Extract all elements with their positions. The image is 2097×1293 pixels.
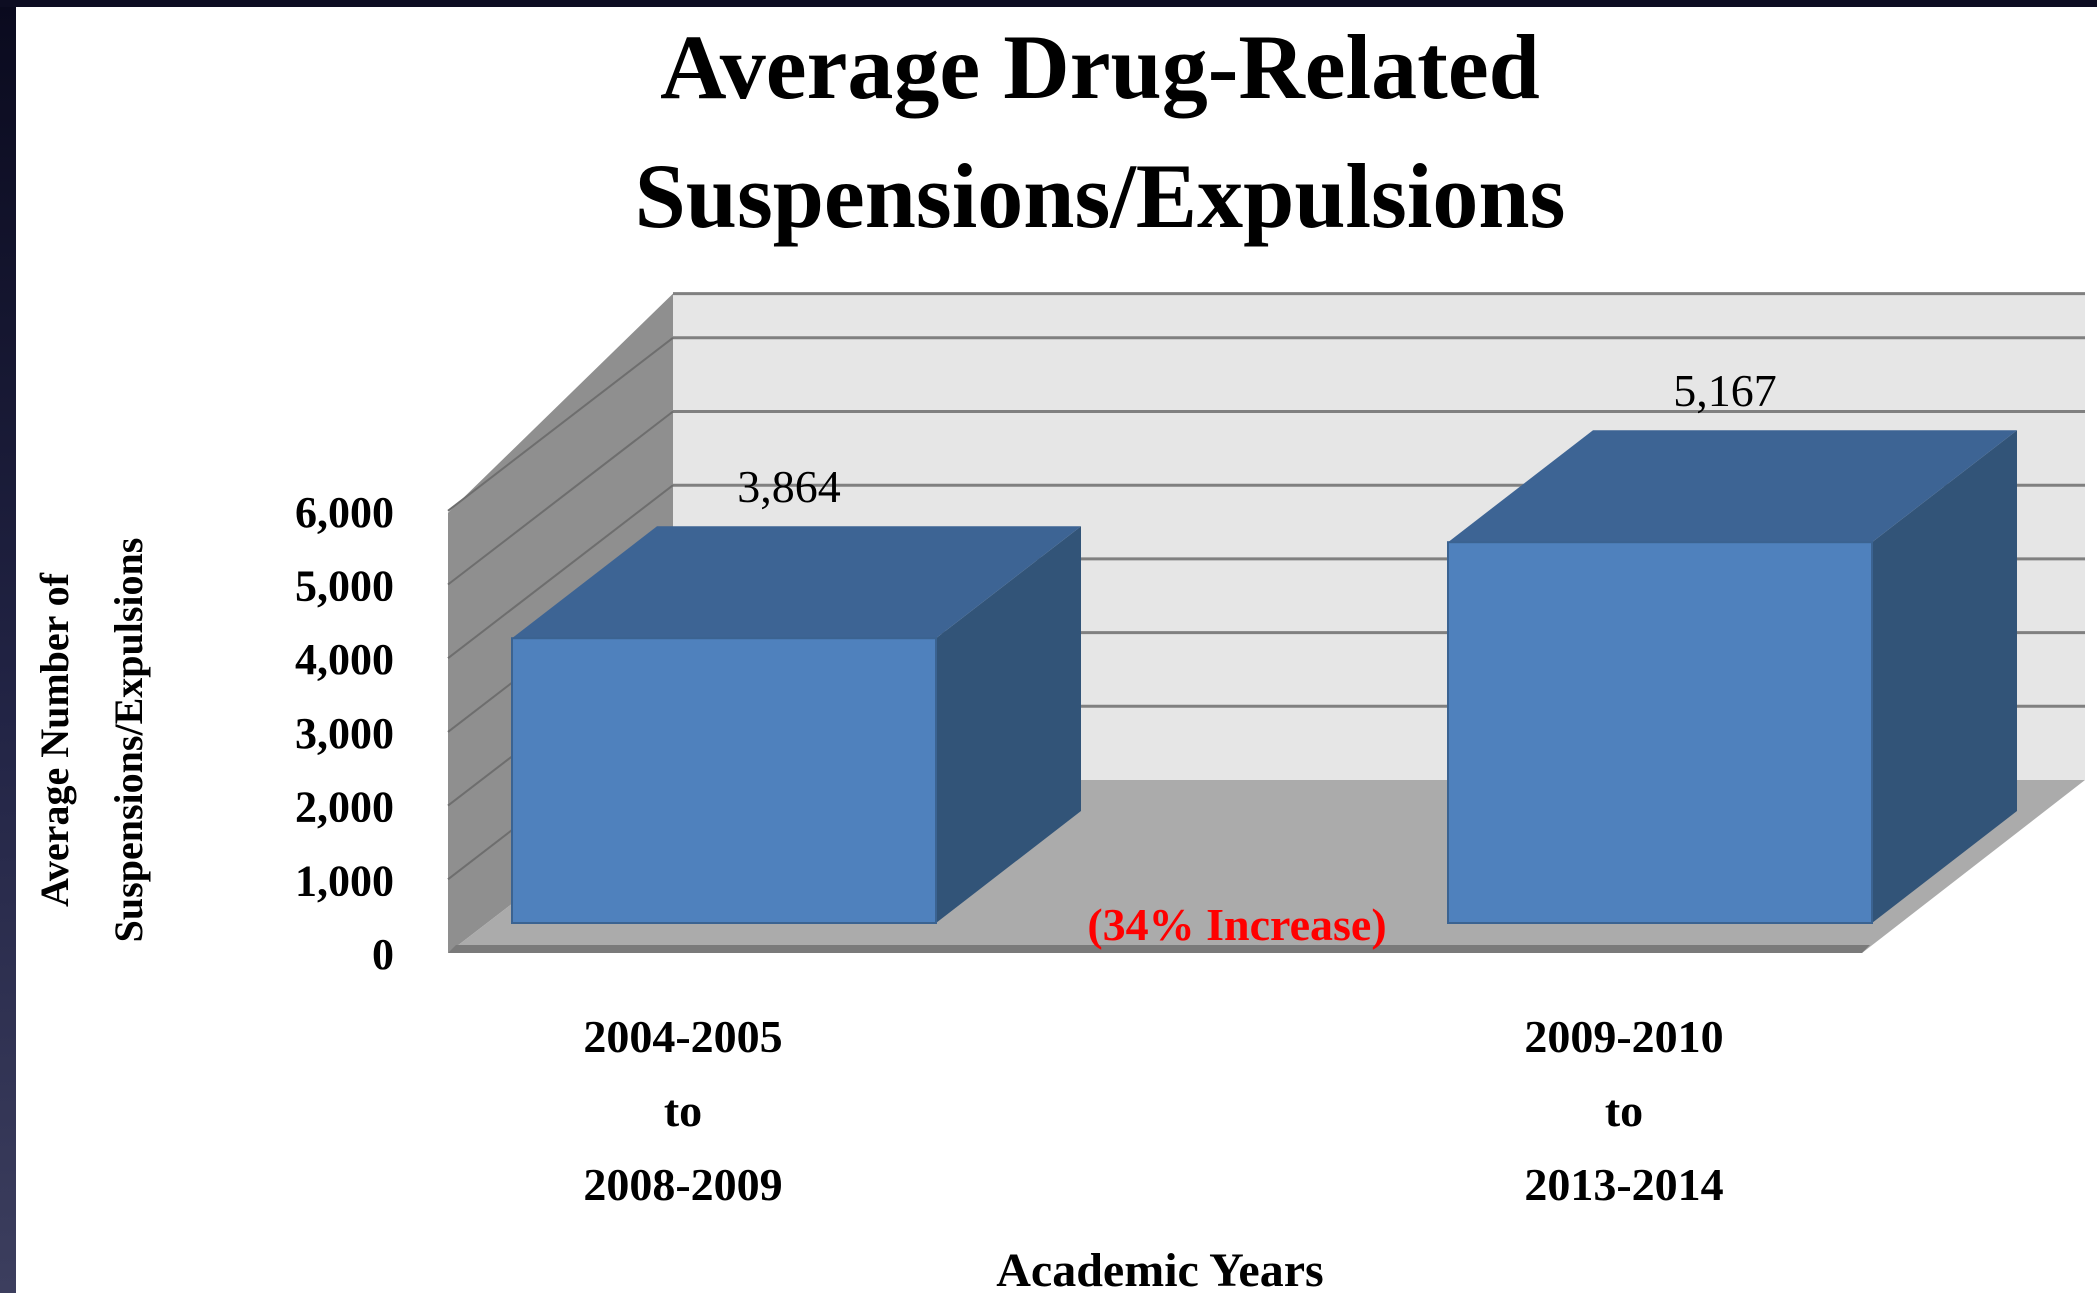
gridline-side-4: [447, 484, 674, 659]
x-tick-label: to: [664, 1085, 702, 1136]
bar-top-face: [1448, 430, 2017, 543]
x-tick-label: 2008-2009: [583, 1159, 782, 1210]
y-axis-label-line-1: Average Number of: [32, 572, 77, 907]
y-tick-label: 4,000: [295, 635, 394, 684]
y-tick-label: 6,000: [295, 488, 394, 537]
increase-annotation: (34% Increase): [1087, 899, 1386, 950]
x-tick-label: 2004-2005: [583, 1011, 782, 1062]
bar-side-face: [936, 526, 1081, 923]
bar-front-face: [511, 637, 937, 924]
x-tick-label: to: [1605, 1085, 1643, 1136]
bar-1: [511, 526, 1081, 924]
slide-top-border: [0, 0, 2097, 7]
chart-title-line-1: Average Drug-Related: [660, 16, 1540, 118]
value-label: 3,864: [737, 461, 841, 512]
y-tick-label: 0: [372, 930, 394, 979]
y-tick-label: 3,000: [295, 709, 394, 758]
x-tick-label: 2009-2010: [1524, 1011, 1723, 1062]
gridline-side-6: [447, 337, 674, 512]
value-label: 5,167: [1673, 365, 1777, 416]
floor-front-edge: [448, 945, 1870, 953]
value-labels: 3,864 5,167: [737, 365, 1777, 512]
chart-title: Average Drug-Related Suspensions/Expulsi…: [635, 16, 1566, 247]
x-axis-label: Academic Years: [996, 1244, 1323, 1293]
bar-top-face: [512, 526, 1081, 639]
chart-title-line-2: Suspensions/Expulsions: [635, 145, 1566, 247]
y-axis-label: Average Number of Suspensions/Expulsions: [32, 538, 151, 943]
gridline-side-5: [447, 410, 674, 586]
y-axis-ticks: 0 1,000 2,000 3,000 4,000 5,000 6,000: [295, 488, 394, 979]
bar-side-face: [1872, 430, 2017, 923]
y-tick-label: 2,000: [295, 783, 394, 832]
y-tick-label: 1,000: [295, 856, 394, 905]
x-axis-ticks: 2004-2005 to 2008-2009 2009-2010 to 2013-2014: [583, 1011, 1723, 1210]
x-tick-label: 2013-2014: [1524, 1159, 1723, 1210]
bar-2: [1447, 430, 2017, 924]
y-tick-label: 5,000: [295, 562, 394, 611]
bar-front-face: [1447, 541, 1873, 924]
bars: [511, 430, 2017, 924]
slide-left-border: [0, 0, 16, 1293]
y-axis-label-line-2: Suspensions/Expulsions: [106, 538, 151, 943]
